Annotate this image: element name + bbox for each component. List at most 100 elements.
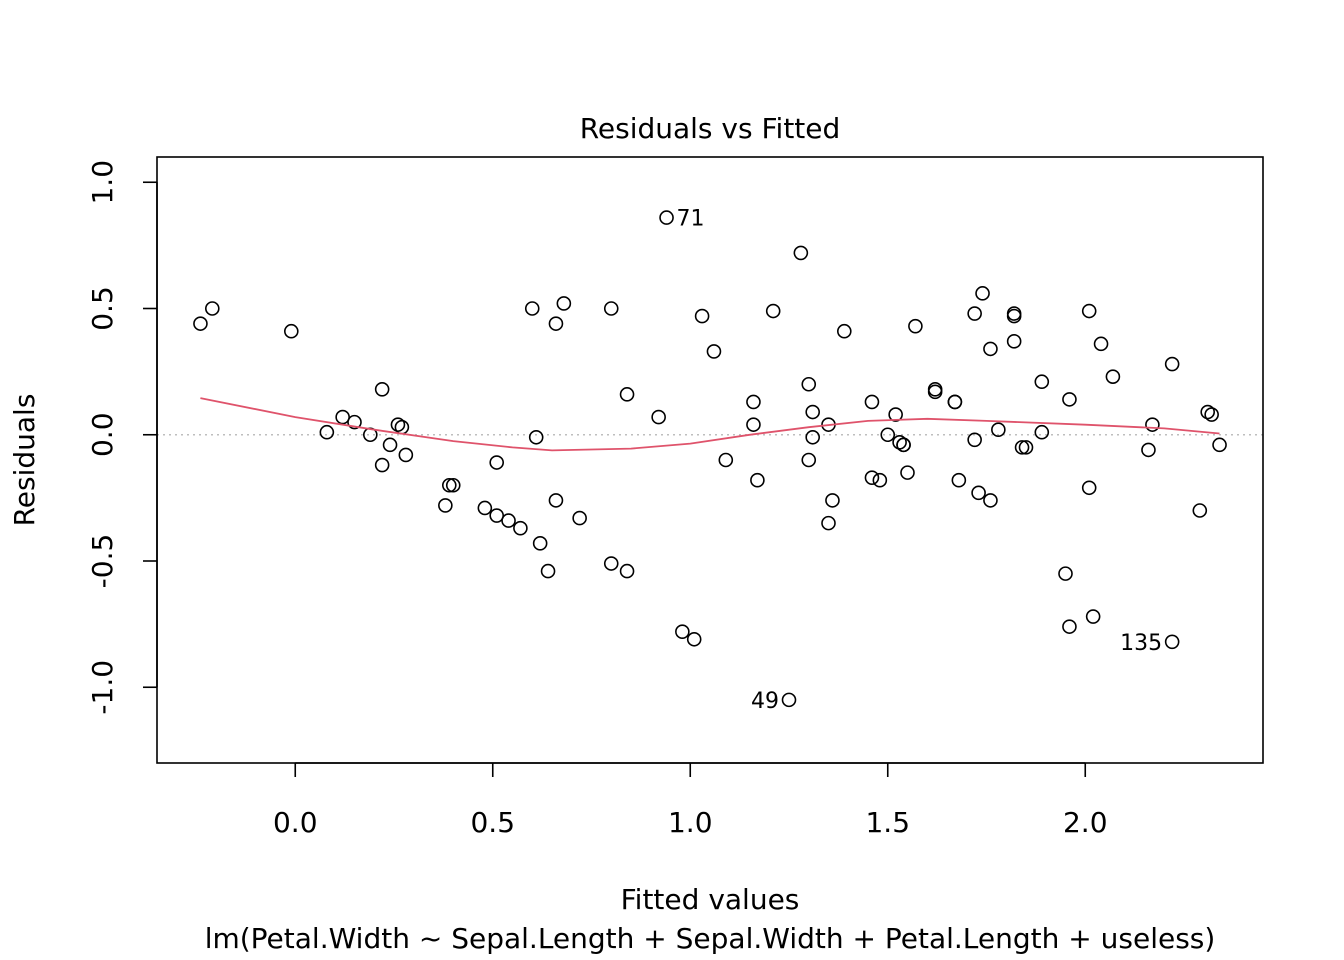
data-point bbox=[1204, 407, 1219, 422]
data-point bbox=[445, 477, 461, 493]
data-point bbox=[908, 318, 923, 334]
data-point bbox=[1062, 392, 1077, 407]
data-point bbox=[390, 417, 406, 432]
data-point bbox=[532, 536, 548, 551]
x-axis: 0.0 0.5 1.0 1.5 2.0 bbox=[273, 762, 1108, 839]
data-point bbox=[686, 631, 702, 647]
data-point bbox=[1081, 303, 1097, 319]
data-point bbox=[477, 500, 493, 516]
data-point bbox=[513, 520, 528, 536]
data-point bbox=[991, 422, 1006, 438]
data-point bbox=[1006, 334, 1022, 349]
data-point bbox=[947, 394, 963, 410]
data-point bbox=[892, 435, 907, 450]
y-axis-label: Residuals bbox=[8, 394, 41, 527]
data-point bbox=[746, 417, 761, 432]
data-point bbox=[193, 316, 208, 331]
data-point bbox=[836, 323, 852, 339]
data-point bbox=[283, 323, 299, 339]
data-point bbox=[524, 301, 540, 316]
data-point bbox=[347, 414, 362, 430]
data-point bbox=[205, 301, 220, 316]
data-point bbox=[801, 376, 817, 392]
data-point bbox=[975, 286, 990, 301]
data-point bbox=[971, 485, 986, 501]
data-point bbox=[983, 493, 998, 508]
data-point bbox=[880, 427, 896, 443]
data-point bbox=[1014, 440, 1030, 455]
x-tick-label: 1.0 bbox=[668, 806, 713, 839]
data-point bbox=[750, 472, 765, 488]
data-point bbox=[438, 498, 453, 513]
data-point bbox=[983, 341, 998, 357]
data-point bbox=[489, 508, 505, 523]
data-point bbox=[801, 452, 817, 468]
data-point bbox=[1058, 566, 1073, 581]
data-point bbox=[489, 455, 505, 470]
data-point bbox=[619, 563, 635, 579]
data-point bbox=[651, 409, 666, 425]
x-tick-label: 0.0 bbox=[273, 806, 318, 839]
y-tick-label: -1.0 bbox=[86, 660, 119, 715]
data-point bbox=[1212, 437, 1227, 453]
y-axis: -1.0 -0.5 0.0 0.5 1.0 bbox=[86, 160, 158, 715]
data-point bbox=[1093, 336, 1109, 352]
model-formula-subtitle: lm(Petal.Width ~ Sepal.Length + Sepal.Wi… bbox=[205, 922, 1216, 955]
y-tick-label: 1.0 bbox=[86, 160, 119, 205]
chart-title: Residuals vs Fitted bbox=[580, 112, 841, 145]
data-point bbox=[888, 407, 903, 422]
data-point bbox=[548, 316, 564, 331]
data-point bbox=[805, 404, 821, 420]
data-point bbox=[1164, 356, 1180, 372]
data-point bbox=[1062, 619, 1077, 634]
data-point bbox=[793, 245, 809, 261]
data-point bbox=[1141, 442, 1156, 458]
data-point bbox=[335, 409, 350, 425]
data-point bbox=[1081, 480, 1097, 496]
data-point bbox=[872, 472, 888, 488]
data-point bbox=[900, 465, 915, 480]
data-point bbox=[619, 387, 635, 402]
data-point bbox=[394, 419, 410, 435]
data-point bbox=[374, 381, 390, 397]
x-axis-label: Fitted values bbox=[621, 883, 800, 916]
data-point bbox=[540, 563, 556, 579]
data-point bbox=[864, 394, 880, 410]
data-point bbox=[765, 303, 781, 319]
data-point bbox=[927, 384, 943, 400]
data-point bbox=[548, 493, 564, 508]
data-point bbox=[825, 493, 840, 508]
point-label: 71 bbox=[677, 207, 705, 232]
point-label: 49 bbox=[751, 689, 779, 714]
data-point bbox=[675, 624, 690, 640]
data-point bbox=[821, 515, 836, 531]
data-point bbox=[501, 513, 516, 528]
data-point bbox=[319, 424, 335, 440]
plot-area: 71 49 135 bbox=[157, 207, 1263, 714]
x-tick-label: 2.0 bbox=[1063, 806, 1108, 839]
y-tick-label: 0.5 bbox=[86, 286, 119, 331]
data-point bbox=[603, 556, 619, 571]
data-point bbox=[1192, 503, 1208, 518]
data-point bbox=[1085, 609, 1101, 624]
data-point bbox=[1034, 374, 1050, 390]
x-tick-label: 0.5 bbox=[470, 806, 515, 839]
data-point bbox=[374, 457, 390, 473]
data-point bbox=[1200, 404, 1215, 420]
data-point bbox=[528, 429, 544, 445]
data-point bbox=[805, 429, 821, 445]
data-point bbox=[706, 344, 722, 359]
data-point bbox=[1034, 424, 1050, 440]
data-point bbox=[781, 692, 797, 708]
data-point bbox=[864, 470, 880, 485]
data-point bbox=[441, 477, 457, 493]
data-point bbox=[603, 301, 619, 316]
data-point bbox=[398, 447, 414, 463]
data-point bbox=[1105, 369, 1121, 384]
data-point bbox=[1164, 634, 1180, 650]
data-point bbox=[659, 210, 674, 225]
data-point bbox=[556, 296, 572, 311]
data-point bbox=[1006, 308, 1022, 324]
data-point bbox=[967, 432, 982, 448]
